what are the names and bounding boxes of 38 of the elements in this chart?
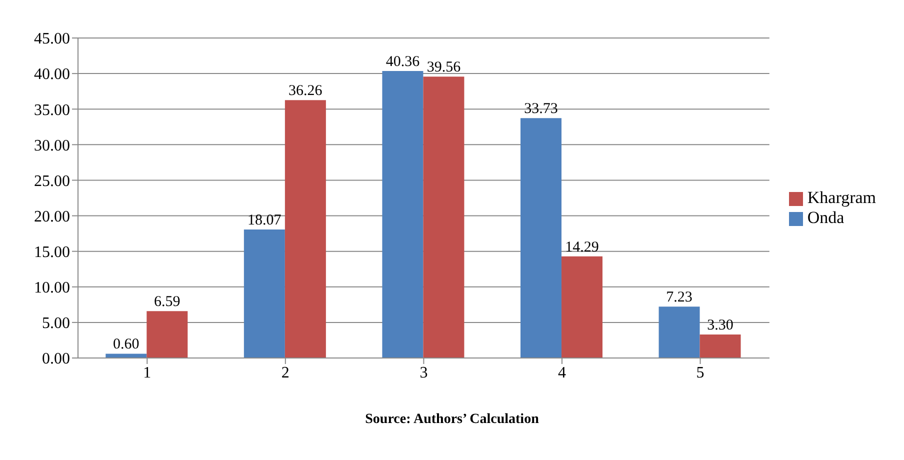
source-note: Source: Authors’ Calculation xyxy=(364,412,540,428)
x-tick-label: 1 xyxy=(143,364,152,382)
data-label: 3.30 xyxy=(707,318,734,334)
data-label: 33.73 xyxy=(524,101,558,118)
bar xyxy=(658,306,700,358)
x-tick-label: 4 xyxy=(558,364,566,382)
legend-label: Onda xyxy=(807,208,844,227)
y-tick-label: 45.00 xyxy=(34,30,70,48)
data-label: 6.59 xyxy=(154,294,180,310)
y-tick-label: 10.00 xyxy=(34,280,70,297)
y-tick-label: 0.00 xyxy=(42,350,70,368)
y-tick-label: 15.00 xyxy=(34,244,70,262)
y-tick-label: 30.00 xyxy=(34,137,70,154)
y-tick-label: 5.00 xyxy=(42,315,70,332)
data-label: 39.56 xyxy=(426,60,462,76)
bar xyxy=(382,70,424,358)
y-tick-label: 35.00 xyxy=(34,102,70,119)
bar xyxy=(700,334,741,358)
data-label: 18.07 xyxy=(248,212,282,228)
bar xyxy=(244,230,285,358)
y-tick-label: 20.00 xyxy=(34,208,70,226)
y-tick-label: 25.00 xyxy=(34,172,70,190)
x-tick-label: 5 xyxy=(696,364,704,382)
x-tick-label: 3 xyxy=(420,364,428,382)
data-label: 7.23 xyxy=(666,290,692,306)
data-label: 40.36 xyxy=(386,54,420,70)
data-label: 0.60 xyxy=(113,336,140,353)
legend-label: Khargram xyxy=(807,188,876,207)
bar xyxy=(561,256,602,358)
bar xyxy=(106,354,147,358)
data-label: 36.26 xyxy=(288,83,323,100)
bar xyxy=(520,118,562,358)
bar xyxy=(146,311,188,358)
y-tick-label: 40.00 xyxy=(34,66,70,84)
data-label: 14.29 xyxy=(565,239,599,256)
bar xyxy=(284,100,326,358)
x-tick-label: 2 xyxy=(281,364,290,382)
bar xyxy=(423,76,464,358)
